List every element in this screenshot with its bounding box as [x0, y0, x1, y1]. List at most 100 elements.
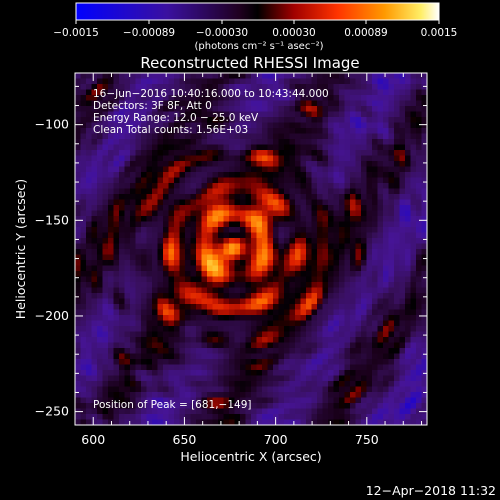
heatmap-cell — [410, 73, 417, 80]
heatmap-cell — [207, 320, 214, 327]
heatmap-cell — [278, 293, 285, 300]
heatmap-cell — [196, 298, 203, 305]
heatmap-cell — [86, 342, 93, 349]
heatmap-cell — [295, 397, 302, 404]
heatmap-cell — [119, 210, 126, 217]
heatmap-cell — [174, 265, 181, 272]
heatmap-cell — [317, 221, 324, 228]
heatmap-cell — [245, 128, 252, 135]
heatmap-cell — [146, 199, 153, 206]
heatmap-cell — [295, 150, 302, 157]
heatmap-cell — [262, 320, 269, 327]
heatmap-cell — [75, 337, 82, 344]
heatmap-cell — [113, 337, 120, 344]
heatmap-cell — [190, 227, 197, 234]
heatmap-cell — [333, 392, 340, 399]
heatmap-cell — [262, 315, 269, 322]
heatmap-cell — [245, 106, 252, 113]
heatmap-cell — [372, 188, 379, 195]
heatmap-cell — [366, 364, 373, 371]
heatmap-cell — [240, 177, 247, 184]
heatmap-cell — [190, 287, 197, 294]
heatmap-cell — [295, 188, 302, 195]
heatmap-cell — [157, 210, 164, 217]
heatmap-cell — [75, 128, 82, 135]
heatmap-cell — [377, 331, 384, 338]
heatmap-cell — [256, 100, 263, 107]
heatmap-cell — [388, 260, 395, 267]
heatmap-cell — [361, 282, 368, 289]
heatmap-cell — [361, 392, 368, 399]
heatmap-cell — [256, 364, 263, 371]
heatmap-cell — [234, 210, 241, 217]
heatmap-cell — [405, 210, 412, 217]
heatmap-cell — [361, 381, 368, 388]
heatmap-cell — [229, 128, 236, 135]
heatmap-cell — [311, 287, 318, 294]
heatmap-cell — [355, 122, 362, 129]
heatmap-cell — [278, 414, 285, 421]
heatmap-cell — [185, 128, 192, 135]
heatmap-cell — [295, 353, 302, 360]
heatmap-cell — [361, 315, 368, 322]
heatmap-cell — [174, 78, 181, 85]
heatmap-cell — [311, 331, 318, 338]
heatmap-cell — [251, 381, 258, 388]
heatmap-cell — [366, 419, 373, 425]
heatmap-cell — [196, 100, 203, 107]
heatmap-cell — [223, 166, 230, 173]
heatmap-cell — [113, 265, 120, 272]
heatmap-cell — [245, 298, 252, 305]
heatmap-cell — [190, 265, 197, 272]
heatmap-cell — [278, 227, 285, 234]
heatmap-cell — [350, 232, 357, 239]
heatmap-cell — [289, 375, 296, 382]
heatmap-cell — [295, 260, 302, 267]
heatmap-cell — [273, 188, 280, 195]
heatmap-cell — [289, 199, 296, 206]
heatmap-cell — [130, 84, 137, 91]
heatmap-cell — [322, 221, 329, 228]
heatmap-cell — [141, 249, 148, 256]
x-tick-label: 650 — [173, 432, 197, 447]
heatmap-cell — [410, 397, 417, 404]
heatmap-cell — [240, 337, 247, 344]
heatmap-cell — [333, 271, 340, 278]
heatmap-cell — [185, 161, 192, 168]
heatmap-cell — [366, 249, 373, 256]
heatmap-cell — [278, 386, 285, 393]
heatmap-cell — [350, 227, 357, 234]
heatmap-cell — [410, 276, 417, 283]
heatmap-cell — [289, 78, 296, 85]
heatmap-cell — [350, 128, 357, 135]
heatmap-cell — [399, 117, 406, 124]
heatmap-cell — [256, 254, 263, 261]
heatmap-cell — [102, 254, 109, 261]
heatmap-cell — [174, 128, 181, 135]
heatmap-cell — [377, 386, 384, 393]
heatmap-cell — [124, 392, 131, 399]
heatmap-cell — [421, 265, 427, 272]
heatmap-cell — [141, 183, 148, 190]
heatmap-cell — [124, 287, 131, 294]
heatmap-cell — [80, 232, 87, 239]
heatmap-cell — [421, 100, 427, 107]
heatmap-cell — [372, 122, 379, 129]
heatmap-cell — [141, 326, 148, 333]
heatmap-cell — [295, 89, 302, 96]
heatmap-cell — [262, 139, 269, 146]
heatmap-cell — [306, 282, 313, 289]
heatmap-cell — [251, 89, 258, 96]
heatmap-cell — [185, 265, 192, 272]
heatmap-cell — [212, 397, 219, 404]
heatmap-cell — [256, 199, 263, 206]
heatmap-cell — [212, 177, 219, 184]
heatmap-cell — [289, 386, 296, 393]
heatmap-cell — [185, 227, 192, 234]
heatmap-cell — [80, 331, 87, 338]
heatmap-cell — [399, 188, 406, 195]
heatmap-cell — [146, 95, 153, 102]
heatmap-cell — [75, 172, 82, 179]
heatmap-cell — [141, 276, 148, 283]
heatmap-cell — [256, 144, 263, 151]
